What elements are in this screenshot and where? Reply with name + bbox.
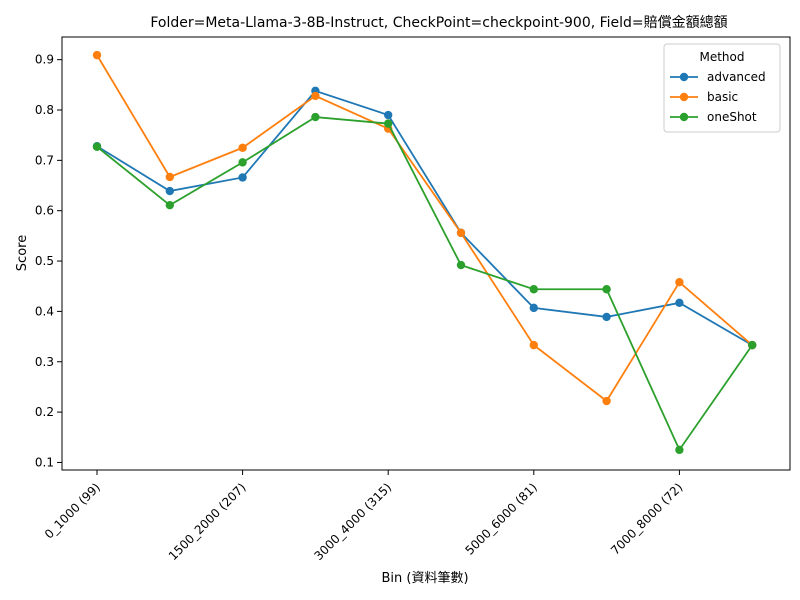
data-point-basic xyxy=(311,91,320,101)
data-point-advanced xyxy=(529,303,538,313)
data-point-oneShot xyxy=(311,112,320,122)
data-point-basic xyxy=(529,340,538,350)
data-point-oneShot xyxy=(165,200,174,210)
x-axis: 0_1000 (99) 1500_2000 (207) 3000_4000 (315… xyxy=(42,470,686,563)
legend-item-oneShot: oneShot xyxy=(670,110,757,124)
data-point-basic xyxy=(456,228,466,238)
data-point-oneShot xyxy=(602,285,611,294)
legend-swatch-marker xyxy=(679,72,689,82)
legend-item-advanced: advanced xyxy=(670,70,766,84)
data-point-basic xyxy=(238,143,247,152)
series-advanced xyxy=(92,86,757,350)
y-axis: 0.1 0.2 0.3 0.4 0.5 0.6 0.7 0.8 0.9 xyxy=(35,53,62,469)
legend: Method advanced basic oneShot xyxy=(663,43,781,133)
y-tick-label: 0.1 xyxy=(35,455,54,469)
legend-swatch-marker xyxy=(679,112,689,122)
legend-box xyxy=(663,43,781,133)
y-tick-label: 0.8 xyxy=(35,103,54,117)
y-tick-label: 0.5 xyxy=(35,254,54,268)
legend-label: advanced xyxy=(707,70,766,84)
data-point-oneShot xyxy=(675,445,684,455)
data-point-basic xyxy=(165,172,174,182)
data-point-oneShot xyxy=(748,340,757,350)
data-point-advanced xyxy=(384,110,393,120)
y-tick-label: 0.7 xyxy=(35,153,54,167)
data-point-advanced xyxy=(238,173,247,182)
x-tick-label: 3000_4000 (315) xyxy=(311,480,394,563)
legend-label: basic xyxy=(707,90,738,104)
y-axis-label: Score xyxy=(15,235,30,271)
series-line-basic xyxy=(96,54,753,403)
plot-area xyxy=(61,36,791,471)
y-tick-label: 0.2 xyxy=(35,405,54,419)
series-oneShot xyxy=(92,112,757,455)
y-tick-label: 0.3 xyxy=(35,355,54,369)
data-point-oneShot xyxy=(384,119,393,128)
data-point-basic xyxy=(92,50,102,60)
x-tick-label: 0_1000 (99) xyxy=(42,480,103,541)
series-layer xyxy=(92,50,757,455)
series-line-advanced xyxy=(96,89,753,346)
data-point-oneShot xyxy=(456,260,466,270)
data-point-basic xyxy=(675,277,684,287)
legend-title: Method xyxy=(699,50,744,64)
legend-swatch-marker xyxy=(679,92,689,102)
data-point-advanced xyxy=(675,298,684,308)
x-tick-label: 1500_2000 (207) xyxy=(166,480,249,563)
y-tick-label: 0.4 xyxy=(35,304,54,318)
legend-label: oneShot xyxy=(707,110,757,124)
series-line-oneShot xyxy=(96,116,753,452)
legend-item-basic: basic xyxy=(670,90,738,104)
x-tick-label: 7000_8000 (72) xyxy=(608,480,685,557)
x-axis-label: Bin (資料筆數) xyxy=(381,571,468,586)
data-point-basic xyxy=(602,396,611,406)
chart-title: Folder=Meta-Llama-3-8B-Instruct, CheckPo… xyxy=(150,14,727,31)
data-point-oneShot xyxy=(92,142,102,151)
series-basic xyxy=(92,50,757,406)
y-tick-label: 0.9 xyxy=(35,53,54,67)
x-tick-label: 5000_6000 (81) xyxy=(462,480,539,557)
data-point-oneShot xyxy=(238,158,247,167)
y-tick-label: 0.6 xyxy=(35,204,54,218)
data-point-advanced xyxy=(602,312,611,322)
data-point-oneShot xyxy=(529,285,538,294)
data-point-advanced xyxy=(165,186,174,196)
